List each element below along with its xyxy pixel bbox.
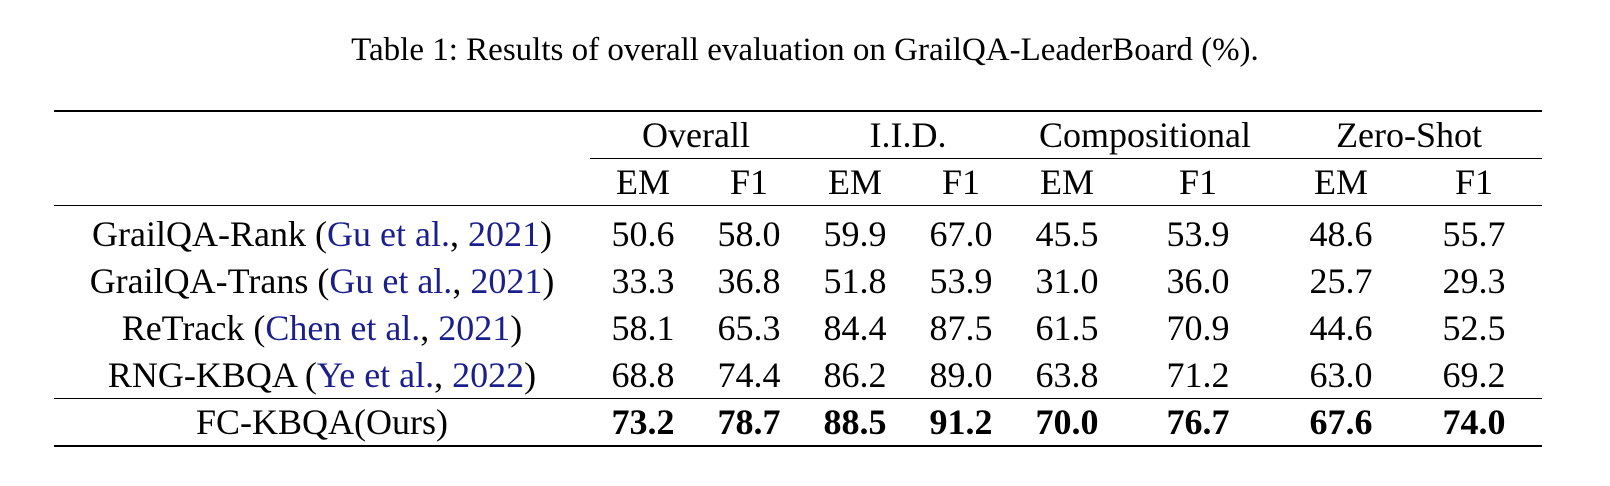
method-cell: ReTrack (Chen et al., 2021) xyxy=(54,304,590,351)
method-close-paren: ) xyxy=(542,260,555,301)
value-cell: 71.2 xyxy=(1166,354,1230,395)
value-cell: 53.9 xyxy=(929,260,993,301)
metric-header: F1 xyxy=(1455,162,1494,202)
method-cell: GrailQA-Rank (Gu et al., 2021) xyxy=(54,206,590,258)
group-header-zero-shot: Zero-Shot xyxy=(1276,111,1543,159)
group-header-iid: I.I.D. xyxy=(802,111,1015,159)
table-row: ReTrack (Chen et al., 2021) 58.1 65.3 84… xyxy=(54,304,1542,351)
results-table: Overall I.I.D. Compositional Zero-Shot E… xyxy=(54,110,1543,447)
value-cell-best: 91.2 xyxy=(929,402,993,442)
citation-year-link[interactable]: 2021 xyxy=(470,260,543,301)
value-cell: 68.8 xyxy=(611,354,675,395)
value-cell: 65.3 xyxy=(717,307,781,348)
citation-link[interactable]: Gu et al. xyxy=(326,213,450,254)
method-cell: FC-KBQA(Ours) xyxy=(196,402,448,442)
header-blank-cell xyxy=(54,159,590,206)
method-name: GrailQA-Rank ( xyxy=(92,213,327,254)
citation-year-link[interactable]: 2021 xyxy=(467,213,540,254)
group-header-row: Overall I.I.D. Compositional Zero-Shot xyxy=(54,111,1543,159)
group-header-compositional: Compositional xyxy=(1014,111,1277,159)
value-cell-best: 74.0 xyxy=(1442,402,1506,442)
value-cell: 89.0 xyxy=(929,354,993,395)
value-cell: 45.5 xyxy=(1035,213,1099,254)
value-cell: 53.9 xyxy=(1166,213,1230,254)
value-cell-best: 73.2 xyxy=(611,402,675,442)
citation-year-link[interactable]: 2022 xyxy=(452,354,525,395)
value-cell: 50.6 xyxy=(611,213,675,254)
value-cell: 84.4 xyxy=(823,307,887,348)
metric-header: EM xyxy=(616,162,670,202)
results-table-wrapper: Overall I.I.D. Compositional Zero-Shot E… xyxy=(54,110,1543,447)
value-cell: 69.2 xyxy=(1442,354,1506,395)
citation-link[interactable]: Gu et al. xyxy=(329,260,453,301)
citation-link[interactable]: Ye et al. xyxy=(316,354,435,395)
group-header-overall: Overall xyxy=(590,111,803,159)
value-cell: 52.5 xyxy=(1442,307,1506,348)
method-close-paren: ) xyxy=(539,213,552,254)
metric-header: F1 xyxy=(1179,162,1218,202)
value-cell: 58.1 xyxy=(611,307,675,348)
value-cell: 74.4 xyxy=(717,354,781,395)
metric-header: EM xyxy=(1314,162,1369,202)
method-name: GrailQA-Trans ( xyxy=(89,260,330,301)
header-blank-cell xyxy=(54,111,590,159)
value-cell-best: 88.5 xyxy=(823,402,887,442)
value-cell: 29.3 xyxy=(1442,260,1506,301)
citation-separator: , xyxy=(434,354,453,395)
metric-header: F1 xyxy=(942,162,981,202)
value-cell: 67.0 xyxy=(929,213,993,254)
value-cell-best: 78.7 xyxy=(717,402,781,442)
method-name: RNG-KBQA ( xyxy=(107,354,317,395)
citation-separator: , xyxy=(452,260,471,301)
metric-header: EM xyxy=(1040,162,1095,202)
method-cell: GrailQA-Trans (Gu et al., 2021) xyxy=(54,257,590,304)
table-row: GrailQA-Rank (Gu et al., 2021) 50.6 58.0… xyxy=(54,205,1543,258)
metric-header: EM xyxy=(828,162,883,202)
method-name: ReTrack ( xyxy=(121,307,266,348)
value-cell: 87.5 xyxy=(929,307,993,348)
method-close-paren: ) xyxy=(524,354,537,395)
value-cell: 36.8 xyxy=(717,260,781,301)
citation-separator: , xyxy=(449,213,468,254)
value-cell: 63.0 xyxy=(1309,354,1373,395)
value-cell: 48.6 xyxy=(1309,213,1373,254)
value-cell: 51.8 xyxy=(823,260,887,301)
value-cell: 55.7 xyxy=(1442,213,1506,254)
value-cell: 33.3 xyxy=(611,260,675,301)
metric-header: F1 xyxy=(729,162,769,202)
value-cell: 58.0 xyxy=(717,213,781,254)
table-row: RNG-KBQA (Ye et al., 2022) 68.8 74.4 86.… xyxy=(54,351,1542,399)
method-close-paren: ) xyxy=(510,307,523,348)
value-cell: 36.0 xyxy=(1166,260,1230,301)
value-cell: 61.5 xyxy=(1035,307,1099,348)
table-row: GrailQA-Trans (Gu et al., 2021) 33.3 36.… xyxy=(54,257,1542,304)
citation-link[interactable]: Chen et al. xyxy=(265,307,421,348)
table-caption: Table 1: Results of overall evaluation o… xyxy=(351,32,1259,68)
value-cell: 25.7 xyxy=(1309,260,1373,301)
value-cell-best: 76.7 xyxy=(1166,402,1230,442)
citation-year-link[interactable]: 2021 xyxy=(438,307,511,348)
value-cell: 86.2 xyxy=(823,354,887,395)
citation-separator: , xyxy=(420,307,439,348)
metric-header-row: EM F1 EM F1 EM F1 EM F1 xyxy=(54,159,1542,206)
method-cell: RNG-KBQA (Ye et al., 2022) xyxy=(54,351,590,399)
value-cell: 70.9 xyxy=(1166,307,1230,348)
value-cell: 63.8 xyxy=(1035,354,1099,395)
value-cell-best: 67.6 xyxy=(1309,402,1373,442)
value-cell: 44.6 xyxy=(1309,307,1373,348)
value-cell: 31.0 xyxy=(1035,260,1099,301)
value-cell: 59.9 xyxy=(823,213,887,254)
value-cell-best: 70.0 xyxy=(1035,402,1099,442)
table-row-ours: FC-KBQA(Ours) 73.2 78.7 88.5 91.2 70.0 7… xyxy=(54,398,1543,446)
